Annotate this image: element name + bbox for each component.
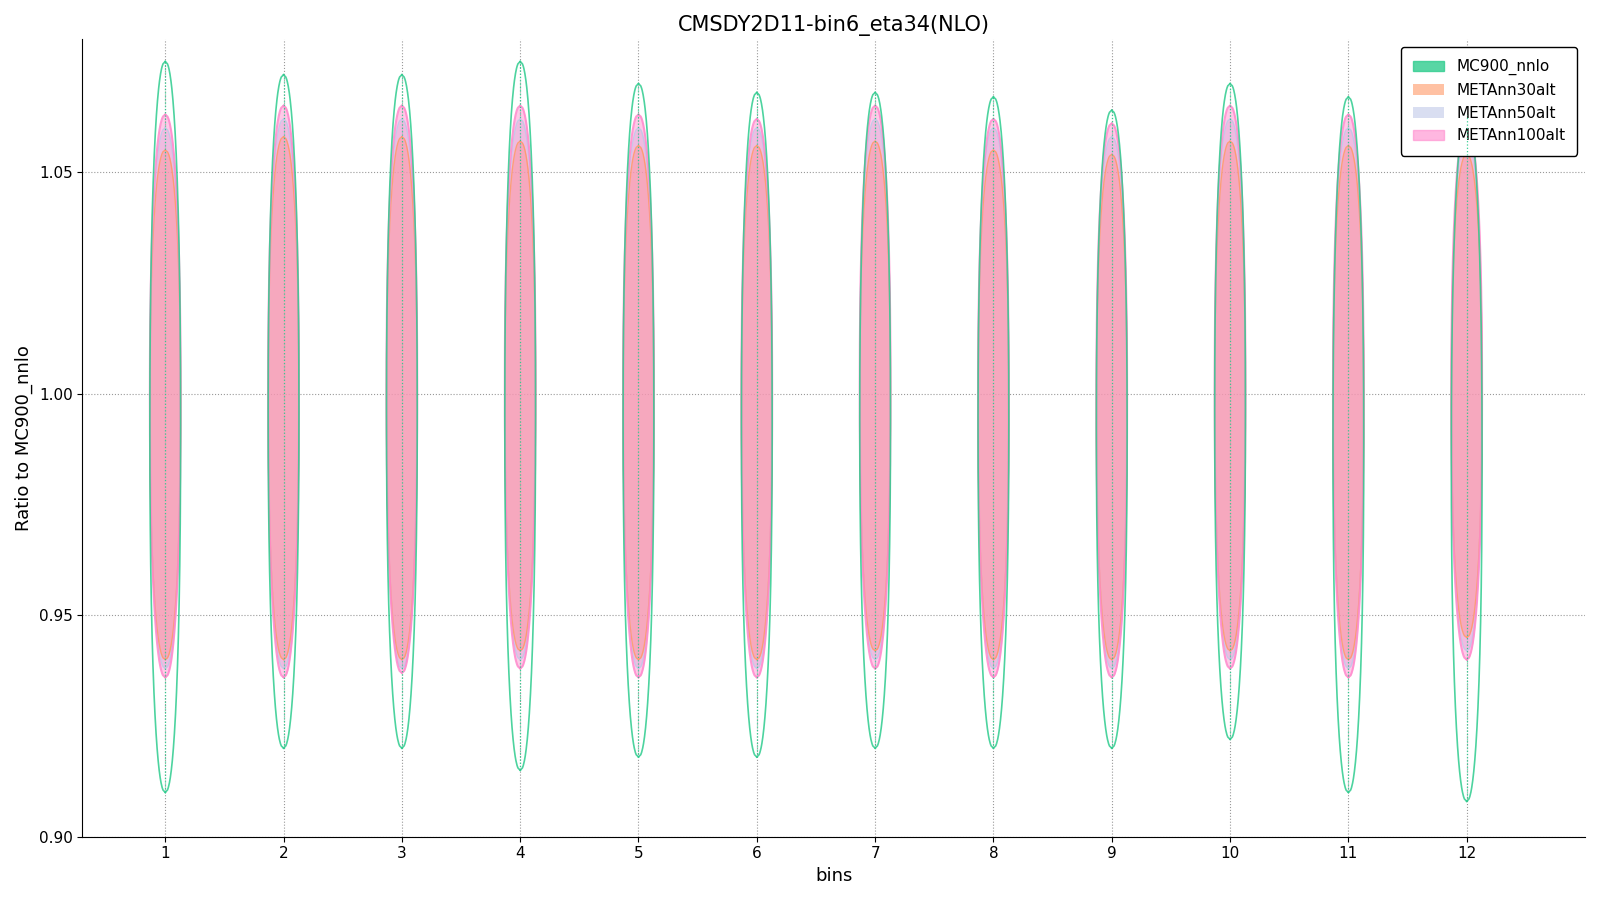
Y-axis label: Ratio to MC900_nnlo: Ratio to MC900_nnlo [14,345,34,531]
X-axis label: bins: bins [814,867,853,885]
Legend: MC900_nnlo, METAnn30alt, METAnn50alt, METAnn100alt: MC900_nnlo, METAnn30alt, METAnn50alt, ME… [1402,47,1578,156]
Title: CMSDY2D11-bin6_eta34(NLO): CMSDY2D11-bin6_eta34(NLO) [678,15,990,36]
